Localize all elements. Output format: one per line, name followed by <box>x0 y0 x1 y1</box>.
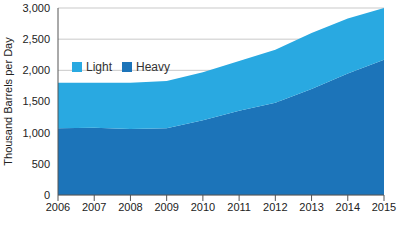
svg-text:2012: 2012 <box>263 201 287 213</box>
svg-text:2009: 2009 <box>154 201 178 213</box>
html-text:Light: Light <box>86 60 112 74</box>
svg-text:2015: 2015 <box>372 201 392 213</box>
svg-text:2013: 2013 <box>299 201 323 213</box>
svg-text:2011: 2011 <box>227 201 251 213</box>
svg-text:1,000: 1,000 <box>22 127 50 139</box>
svg-text:1,500: 1,500 <box>22 95 50 107</box>
svg-text:2007: 2007 <box>82 201 106 213</box>
svg-text:Thousand Barrels per Day: Thousand Barrels per Day <box>8 37 14 166</box>
svg-text:500: 500 <box>32 158 50 170</box>
html-text:Heavy: Heavy <box>136 60 170 74</box>
svg-text:2006: 2006 <box>46 201 70 213</box>
svg-text:2,000: 2,000 <box>22 64 50 76</box>
svg-text:2,500: 2,500 <box>22 33 50 45</box>
svg-text:2010: 2010 <box>191 201 215 213</box>
svg-text:2014: 2014 <box>336 201 360 213</box>
svg-text:3,000: 3,000 <box>22 2 50 14</box>
svg-text:0: 0 <box>44 189 50 201</box>
svg-text:2008: 2008 <box>118 201 142 213</box>
